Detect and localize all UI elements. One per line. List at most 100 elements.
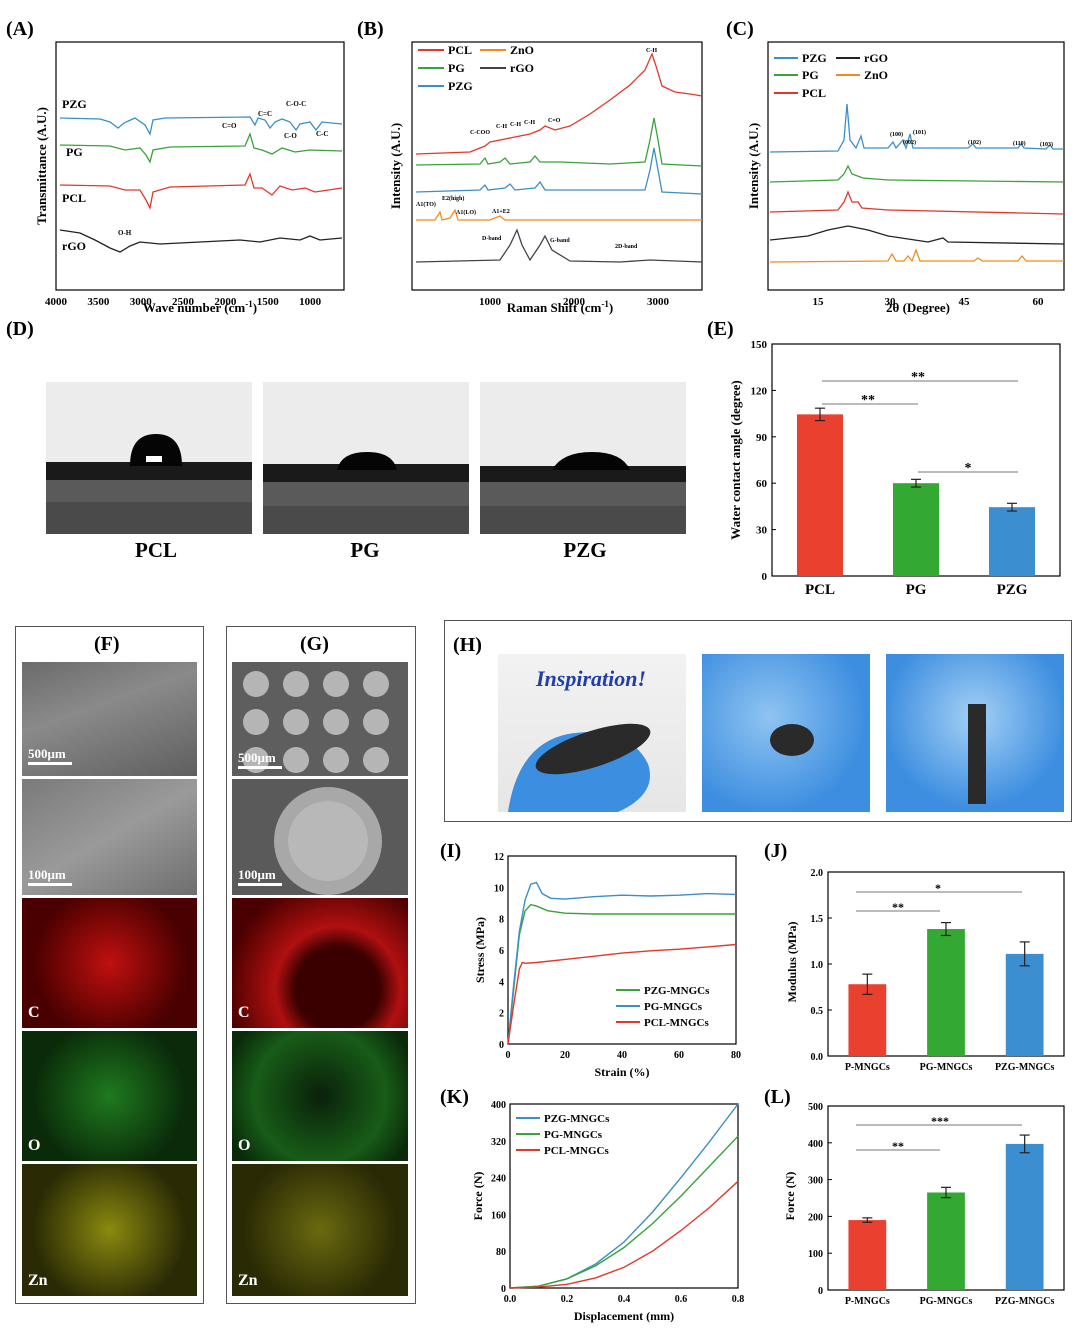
legend-label: PZG-MNGCs <box>644 985 710 997</box>
svg-text:rGO: rGO <box>864 51 888 65</box>
bar-ytick: 0 <box>818 1286 823 1297</box>
bar-PZG-MNGCs <box>1005 953 1044 1056</box>
bar-PZG-MNGCs <box>1005 1143 1044 1290</box>
svg-text:A1(TO): A1(TO) <box>416 201 436 208</box>
ftir-label-pcl: PCL <box>62 191 86 205</box>
series-PZG-MNGCs <box>507 903 736 1045</box>
panel-j-label: (J) <box>764 840 788 862</box>
ftir-rgo-line <box>59 229 343 253</box>
bar-ytick: 0.5 <box>811 1006 824 1017</box>
series-PG-MNGCs <box>509 1135 739 1289</box>
svg-text:**: ** <box>911 370 925 385</box>
svg-text:2000: 2000 <box>563 296 586 308</box>
svg-text:PZG: PZG <box>448 79 473 93</box>
svg-text:rGO: rGO <box>510 61 534 75</box>
ftir-xtick: 2500 <box>172 296 195 308</box>
ftir-xtick: 1000 <box>299 296 322 308</box>
svg-text:30: 30 <box>885 296 897 308</box>
svg-text:A1+E2: A1+E2 <box>492 209 510 215</box>
svg-text:Force (N): Force (N) <box>783 1172 797 1221</box>
svg-text:C-O: C-O <box>284 132 297 140</box>
svg-text:Stress (MPa): Stress (MPa) <box>473 917 487 983</box>
svg-text:Displacement (mm): Displacement (mm) <box>574 1309 674 1323</box>
bar-ytick: 500 <box>808 1102 823 1113</box>
line-xtick: 0.4 <box>618 1294 631 1305</box>
svg-text:ZnO: ZnO <box>510 43 534 57</box>
line-xtick: 60 <box>674 1050 684 1061</box>
svg-text:C-H: C-H <box>524 120 535 126</box>
legend-label: PCL-MNGCs <box>644 1017 709 1029</box>
ftir-xtick: 3500 <box>87 296 110 308</box>
line-xtick: 40 <box>617 1050 627 1061</box>
svg-text:(101): (101) <box>913 129 926 136</box>
g-map-zn: Zn <box>232 1164 408 1296</box>
bar-ytick: 90 <box>756 432 768 444</box>
f-sem-high: 100μm <box>22 779 197 895</box>
svg-text:ZnO: ZnO <box>864 68 888 82</box>
svg-text:***: *** <box>931 1114 949 1128</box>
svg-text:O-H: O-H <box>118 229 132 237</box>
svg-text:C-O-C: C-O-C <box>286 100 306 108</box>
svg-text:C-H: C-H <box>646 48 657 54</box>
svg-text:45: 45 <box>959 296 971 308</box>
bar-category-label: PZG-MNGCs <box>995 1062 1055 1073</box>
svg-text:**: ** <box>892 1139 904 1153</box>
panel-h-label: (H) <box>453 634 482 656</box>
bar-P-MNGCs <box>848 1220 887 1290</box>
bar-P-MNGCs <box>848 984 887 1056</box>
svg-text:3000: 3000 <box>647 296 670 308</box>
bar-ytick: 300 <box>808 1176 823 1187</box>
svg-text:Intensity (A.U.): Intensity (A.U.) <box>388 123 403 209</box>
svg-text:C-COO: C-COO <box>470 130 490 136</box>
svg-text:2θ (Degree): 2θ (Degree) <box>886 300 950 315</box>
panel-h-frame <box>444 620 1072 822</box>
ftir-label-rgo: rGO <box>62 239 86 253</box>
panel-g-frame <box>226 626 416 1304</box>
svg-text:PG: PG <box>802 68 819 82</box>
ftir-label-pzg: PZG <box>62 97 87 111</box>
svg-text:Water contact angle (degree): Water contact angle (degree) <box>728 380 743 539</box>
pzg-droplet-photo <box>480 382 686 534</box>
bar-category-label: PZG-MNGCs <box>995 1296 1055 1307</box>
bar-category-label: PG-MNGCs <box>920 1296 973 1307</box>
line-ytick: 12 <box>494 852 504 863</box>
series-PG-MNGCs <box>507 881 737 1045</box>
bar-category-label: PZG <box>997 582 1028 598</box>
legend-label: PZG-MNGCs <box>544 1113 610 1125</box>
svg-text:C-H: C-H <box>496 124 507 130</box>
ftir-pg-line <box>59 132 343 164</box>
bar-PZG <box>988 507 1036 576</box>
svg-text:**: ** <box>861 393 875 408</box>
panel-c-label: (C) <box>726 18 754 40</box>
svg-text:C=C: C=C <box>258 110 272 118</box>
panel-b-label: (B) <box>357 18 384 40</box>
legend-label: PG-MNGCs <box>544 1129 603 1141</box>
line-xtick: 0 <box>506 1050 511 1061</box>
line-xtick: 80 <box>731 1050 741 1061</box>
g-sem-high: 100μm <box>232 779 408 895</box>
svg-text:C=O: C=O <box>222 122 237 130</box>
ftir-xlabel: Wave number (cm-1) <box>143 299 257 315</box>
line-ytick: 6 <box>499 946 504 957</box>
bar-ytick: 120 <box>751 385 768 397</box>
svg-text:Modulus (MPa): Modulus (MPa) <box>785 921 799 1002</box>
xrd-chart: Intensity (A.U.) 15 30 45 60 2θ (Degree)… <box>746 41 1065 315</box>
bar-category-label: P-MNGCs <box>845 1296 890 1307</box>
ftir-xtick: 2000 <box>214 296 237 308</box>
panel-k-label: (K) <box>440 1086 469 1108</box>
bar-ytick: 0 <box>762 571 768 583</box>
svg-text:D-band: D-band <box>482 236 502 242</box>
ftir-xtick: 4000 <box>45 296 68 308</box>
caption-pzg: PZG <box>563 538 607 562</box>
bar-PCL <box>796 414 844 576</box>
svg-text:(110): (110) <box>1013 140 1026 147</box>
bar-ytick: 1.0 <box>811 960 824 971</box>
bar-category-label: PCL <box>805 582 835 598</box>
line-ytick: 2 <box>499 1009 504 1020</box>
mn-roll-photo <box>702 654 870 812</box>
sea-cucumber-photo: Inspiration! <box>498 654 686 812</box>
stress-strain-chart: Stress (MPa) Strain (%) 0 20 40 60 80 0 2 4 6 8 10… <box>473 852 741 1079</box>
line-ytick: 10 <box>494 883 504 894</box>
ftir-pzg-line <box>59 116 343 136</box>
svg-text:PG: PG <box>448 61 465 75</box>
